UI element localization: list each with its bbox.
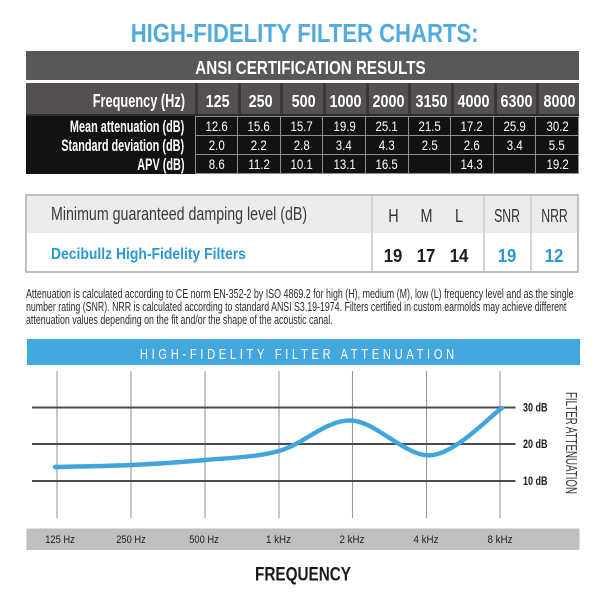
svg-text:1 kHz: 1 kHz: [266, 534, 291, 546]
svg-text:8 kHz: 8 kHz: [488, 534, 513, 546]
svg-text:2 kHz: 2 kHz: [340, 534, 365, 546]
svg-text:4 kHz: 4 kHz: [414, 534, 439, 546]
svg-text:20 dB: 20 dB: [523, 439, 548, 451]
svg-text:125 Hz: 125 Hz: [45, 534, 75, 546]
svg-text:FREQUENCY: FREQUENCY: [255, 564, 351, 586]
svg-text:FILTER ATTENUATION: FILTER ATTENUATION: [562, 392, 579, 494]
svg-text:500 Hz: 500 Hz: [189, 534, 219, 546]
svg-text:250 Hz: 250 Hz: [116, 534, 146, 546]
svg-text:30 dB: 30 dB: [523, 403, 548, 415]
svg-text:10 dB: 10 dB: [523, 476, 548, 488]
